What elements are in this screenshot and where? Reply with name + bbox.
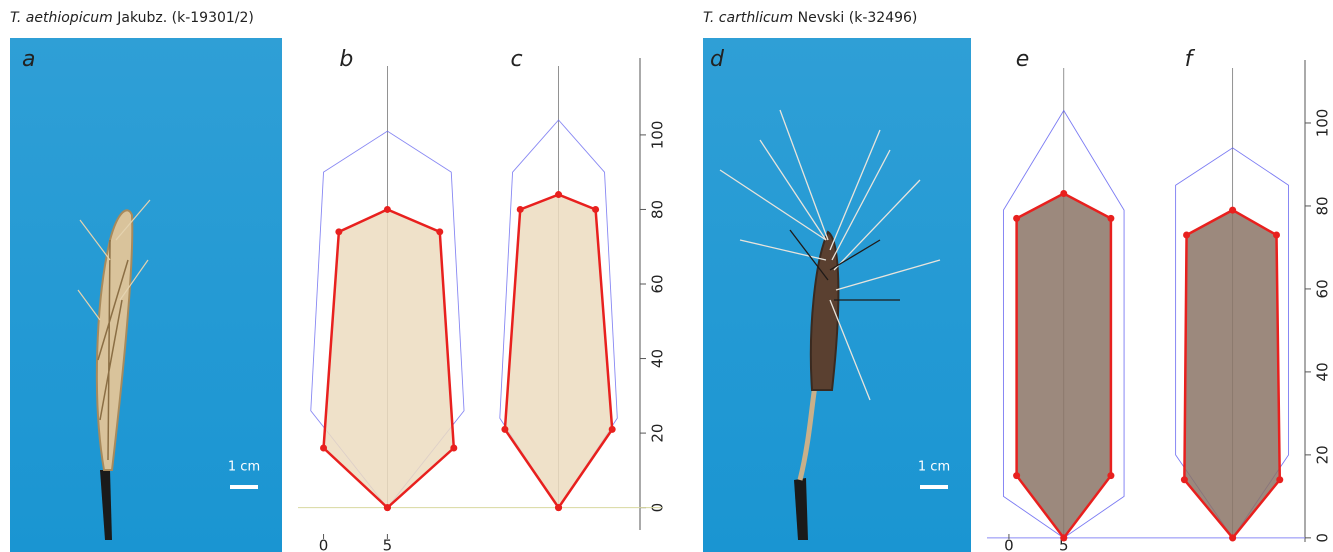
panel-letter: d <box>710 47 725 72</box>
vertex <box>450 445 457 452</box>
vertex <box>1181 476 1188 483</box>
photo: a 1 cm <box>10 38 282 552</box>
vertex <box>1273 231 1280 238</box>
scale-label: 1 cm <box>918 460 950 475</box>
x-tick-label: 5 <box>383 537 393 552</box>
vertex <box>1013 472 1020 479</box>
outline <box>324 209 454 507</box>
vertex <box>1107 472 1114 479</box>
panel-letter: f <box>1185 47 1196 72</box>
y-tick-label: 0 <box>1314 533 1332 543</box>
species: T. carthlicum <box>703 10 793 26</box>
y-tick-label: 60 <box>1314 279 1332 298</box>
outline <box>505 195 612 508</box>
vertex <box>1060 534 1067 541</box>
vertex <box>320 445 327 452</box>
panel-letter: c <box>511 47 523 72</box>
heading: T. carthlicum Nevski (k-32496) <box>703 10 917 26</box>
vertex <box>384 504 391 511</box>
panel-letter: b <box>339 47 353 72</box>
x-tick-label: 0 <box>1004 537 1014 552</box>
y-tick-label: 20 <box>649 424 667 443</box>
vertex <box>501 426 508 433</box>
outline <box>1184 210 1279 538</box>
y-tick-label: 60 <box>649 274 667 293</box>
y-tick-label: 40 <box>1314 362 1332 381</box>
vertex <box>555 504 562 511</box>
scale-label: 1 cm <box>228 460 260 475</box>
plot: 02040608010005ef <box>987 47 1332 552</box>
y-tick-label: 80 <box>1314 196 1332 215</box>
x-tick-label: 0 <box>319 537 329 552</box>
vertex <box>1229 207 1236 214</box>
vertex <box>609 426 616 433</box>
y-tick-label: 20 <box>1314 445 1332 464</box>
vertex <box>1183 231 1190 238</box>
vertex <box>1013 215 1020 222</box>
vertex <box>384 206 391 213</box>
vertex <box>592 206 599 213</box>
y-tick-label: 40 <box>649 349 667 368</box>
panel-letter: e <box>1016 47 1030 72</box>
photo: d 1 cm <box>703 38 971 552</box>
vertex <box>436 228 443 235</box>
vertex <box>1107 215 1114 222</box>
plot: 02040608010005bc <box>298 47 667 552</box>
y-tick-label: 80 <box>649 200 667 219</box>
vertex <box>517 206 524 213</box>
accession: Nevski (k-32496) <box>798 10 918 26</box>
vertex <box>1060 190 1067 197</box>
outline <box>1017 194 1111 538</box>
panel-letter: a <box>22 47 35 72</box>
vertex <box>1276 476 1283 483</box>
species: T. aethiopicum <box>10 10 113 26</box>
vertex <box>335 228 342 235</box>
y-tick-label: 100 <box>1314 109 1332 138</box>
vertex <box>1229 534 1236 541</box>
vertex <box>555 191 562 198</box>
y-tick-label: 100 <box>649 121 667 150</box>
heading: T. aethiopicum Jakubz. (k-19301/2) <box>10 10 254 26</box>
accession: Jakubz. (k-19301/2) <box>116 10 254 26</box>
